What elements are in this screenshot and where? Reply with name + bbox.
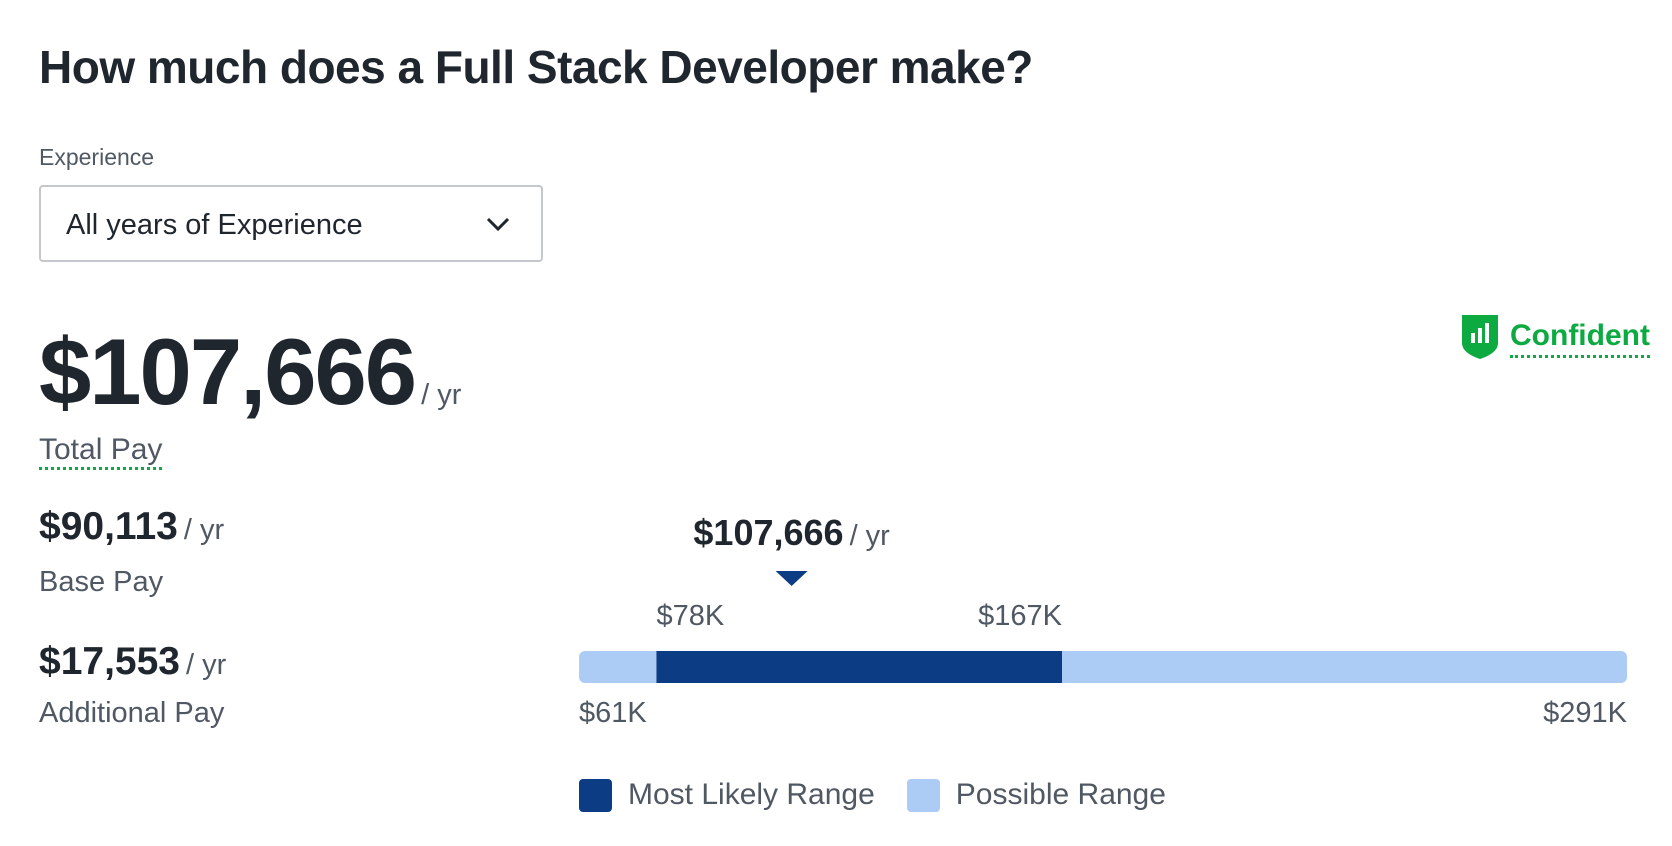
legend-item: Most Likely Range <box>579 778 875 812</box>
experience-dropdown[interactable]: All years of Experience <box>39 185 543 262</box>
range-label: $78K <box>656 600 725 632</box>
legend-text: Possible Range <box>955 778 1166 811</box>
total-amount: $107,666 <box>39 319 417 424</box>
legend-swatch <box>579 778 612 812</box>
unit: / yr <box>421 379 462 411</box>
legend-swatch <box>906 778 940 812</box>
chevron-icon <box>486 217 510 232</box>
dropdown-value: All years of Experience <box>66 209 363 241</box>
range-label: $61K <box>579 697 647 729</box>
total-label[interactable]: Total Pay <box>39 433 163 470</box>
title: How much does a Full Stack Developer mak… <box>39 41 1033 93</box>
median-marker <box>775 571 808 586</box>
legend-text: Most Likely Range <box>628 778 875 811</box>
total-pay: $107,666/ yr <box>39 318 461 426</box>
amount: $17,553 <box>39 640 180 683</box>
base-pay: $90,113/ yr <box>39 505 224 549</box>
legend-item: Possible Range <box>906 778 1166 812</box>
pay-label: Base Pay <box>39 566 164 598</box>
confidence-text: Confident <box>1510 317 1650 358</box>
range-label: $167K <box>978 600 1062 632</box>
unit: / yr <box>185 649 227 681</box>
legend: Most Likely Range Possible Range <box>579 778 1198 812</box>
pay-label: Additional Pay <box>39 697 225 729</box>
median-amount: $107,666 <box>693 512 844 553</box>
likely-range-bar <box>656 651 1062 683</box>
confidence-icon <box>1462 315 1498 359</box>
confidence-badge[interactable]: Confident <box>1460 313 1650 361</box>
amount: $90,113 <box>39 505 178 548</box>
unit: / yr <box>183 514 225 546</box>
possible-range-bar <box>579 651 1627 683</box>
range-label: $291K <box>1543 697 1627 729</box>
median-label: $107,666/ yr <box>693 512 889 554</box>
additional-pay: $17,553/ yr <box>39 640 226 684</box>
unit: / yr <box>849 520 890 552</box>
filter-label: Experience <box>39 144 155 170</box>
